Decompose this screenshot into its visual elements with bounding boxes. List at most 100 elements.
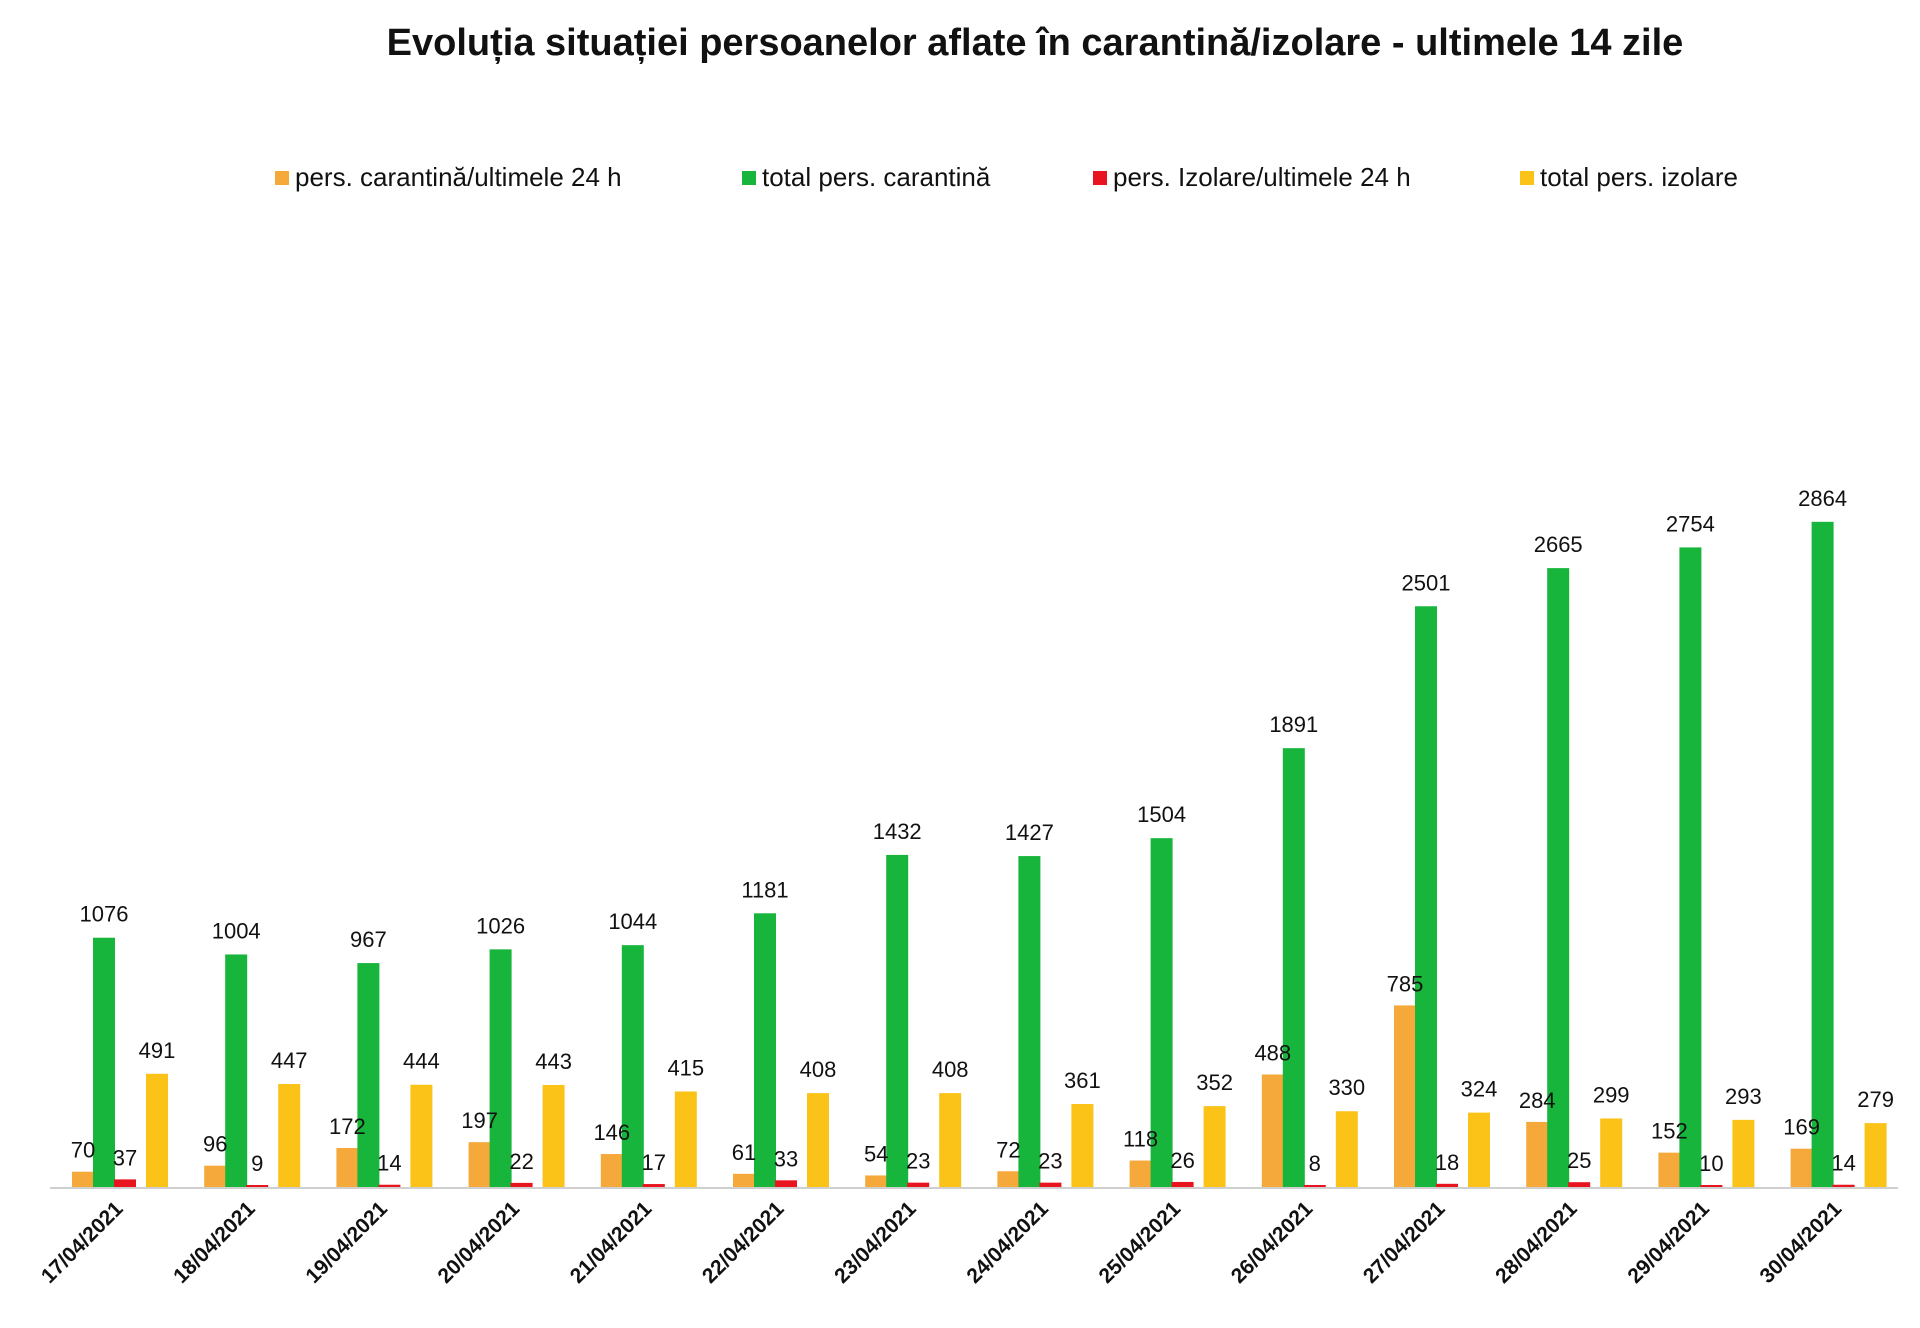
- legend-label: pers. carantină/ultimele 24 h: [295, 162, 622, 192]
- value-label: 9: [251, 1151, 263, 1176]
- value-label: 197: [461, 1108, 498, 1133]
- x-tick-label: 28/04/2021: [1491, 1197, 1582, 1288]
- bar-series-1-24/04/2021: [997, 1171, 1020, 1188]
- value-label: 1181: [741, 877, 788, 902]
- value-label: 61: [732, 1140, 756, 1165]
- value-label: 54: [864, 1141, 888, 1166]
- bar-series-3-20/04/2021: [510, 1182, 533, 1188]
- bar-series-2-30/04/2021: [1811, 521, 1834, 1188]
- value-label: 72: [996, 1137, 1020, 1162]
- x-tick-label: 27/04/2021: [1359, 1197, 1450, 1288]
- chart-title-text: Evoluția situației persoanelor aflate în…: [386, 22, 1684, 64]
- bar-series-3-26/04/2021: [1303, 1185, 1326, 1188]
- bar-series-2-22/04/2021: [754, 913, 776, 1188]
- legend-item-quarantine-total: total pers. carantină: [742, 162, 990, 193]
- value-label: 785: [1387, 971, 1424, 996]
- bar-series-4-19/04/2021: [410, 1084, 433, 1188]
- value-label: 293: [1725, 1084, 1762, 1109]
- value-label: 279: [1857, 1087, 1894, 1112]
- value-label: 491: [139, 1038, 176, 1063]
- bar-series-3-21/04/2021: [642, 1184, 665, 1188]
- bar-series-4-18/04/2021: [278, 1084, 301, 1188]
- value-label: 1504: [1137, 802, 1186, 827]
- legend-label: pers. Izolare/ultimele 24 h: [1113, 162, 1411, 192]
- x-tick-label: 21/04/2021: [566, 1197, 657, 1288]
- bar-series-1-26/04/2021: [1261, 1074, 1284, 1188]
- value-label: 967: [350, 927, 387, 952]
- x-tick-label: 23/04/2021: [830, 1197, 921, 1288]
- bars-layer: [72, 521, 1887, 1188]
- value-label: 14: [1831, 1151, 1855, 1176]
- bar-series-1-21/04/2021: [600, 1154, 623, 1188]
- value-label: 2754: [1666, 511, 1715, 536]
- bar-series-1-20/04/2021: [468, 1142, 491, 1188]
- value-label: 33: [774, 1146, 798, 1171]
- value-label: 1432: [873, 819, 922, 844]
- value-label: 1891: [1269, 712, 1318, 737]
- value-label: 18: [1435, 1150, 1459, 1175]
- x-tick-label: 20/04/2021: [434, 1197, 525, 1288]
- bar-series-4-25/04/2021: [1203, 1106, 1226, 1188]
- value-label: 2665: [1534, 532, 1583, 557]
- bar-series-3-22/04/2021: [775, 1180, 797, 1188]
- value-label: 324: [1461, 1077, 1498, 1102]
- value-label: 8: [1309, 1151, 1321, 1176]
- bar-series-1-30/04/2021: [1790, 1148, 1813, 1188]
- x-tick-label: 22/04/2021: [698, 1197, 789, 1288]
- bar-series-3-23/04/2021: [907, 1182, 930, 1188]
- legend-swatch: [1520, 170, 1534, 185]
- bar-series-2-23/04/2021: [886, 854, 909, 1188]
- legend-label: total pers. izolare: [1540, 162, 1738, 192]
- x-tick-label: 29/04/2021: [1623, 1197, 1714, 1288]
- bar-series-4-29/04/2021: [1732, 1119, 1755, 1188]
- bar-series-2-24/04/2021: [1018, 856, 1041, 1188]
- bar-series-4-20/04/2021: [542, 1084, 565, 1188]
- value-label: 361: [1064, 1068, 1101, 1093]
- bar-series-3-29/04/2021: [1700, 1185, 1723, 1188]
- bar-series-4-27/04/2021: [1468, 1112, 1490, 1188]
- bar-series-4-24/04/2021: [1071, 1104, 1094, 1188]
- x-tick-label: 17/04/2021: [37, 1197, 128, 1288]
- x-tick-label: 25/04/2021: [1095, 1197, 1186, 1288]
- value-label: 169: [1783, 1115, 1820, 1140]
- value-label: 408: [800, 1057, 837, 1082]
- bar-series-2-25/04/2021: [1150, 838, 1173, 1188]
- bar-series-3-19/04/2021: [378, 1184, 401, 1188]
- bar-series-1-17/04/2021: [72, 1171, 94, 1188]
- bar-series-4-17/04/2021: [146, 1073, 168, 1188]
- legend: pers. carantină/ultimele 24 h total pers…: [0, 162, 1920, 202]
- value-label: 284: [1519, 1088, 1556, 1113]
- legend-label: total pers. carantină: [762, 162, 991, 192]
- value-label: 1004: [212, 918, 261, 943]
- bar-series-2-17/04/2021: [93, 937, 115, 1188]
- bar-series-4-22/04/2021: [807, 1093, 829, 1188]
- bar-series-1-29/04/2021: [1658, 1152, 1681, 1188]
- value-label: 22: [509, 1149, 533, 1174]
- legend-item-isolation-total: total pers. izolare: [1520, 162, 1738, 193]
- value-label: 2501: [1402, 570, 1451, 595]
- bar-series-4-28/04/2021: [1600, 1118, 1623, 1188]
- bar-series-3-25/04/2021: [1171, 1181, 1194, 1188]
- bar-series-4-21/04/2021: [674, 1091, 697, 1188]
- x-tick-label: 30/04/2021: [1756, 1197, 1847, 1288]
- bar-series-3-18/04/2021: [246, 1185, 269, 1188]
- bar-series-4-23/04/2021: [939, 1093, 962, 1188]
- value-label: 352: [1196, 1070, 1233, 1095]
- bar-series-2-20/04/2021: [489, 949, 512, 1188]
- bar-series-3-30/04/2021: [1832, 1184, 1855, 1188]
- legend-item-isolation-24h: pers. Izolare/ultimele 24 h: [1093, 162, 1411, 193]
- value-label: 488: [1254, 1040, 1291, 1065]
- x-tick-label: 18/04/2021: [169, 1197, 260, 1288]
- value-label: 444: [403, 1049, 440, 1074]
- value-labels-layer: 7010763749196100494471729671444419710262…: [71, 486, 1894, 1176]
- bar-series-2-18/04/2021: [225, 954, 248, 1188]
- value-label: 10: [1699, 1151, 1723, 1176]
- value-label: 14: [377, 1151, 401, 1176]
- value-label: 25: [1567, 1148, 1591, 1173]
- bar-series-3-17/04/2021: [114, 1179, 136, 1188]
- value-label: 17: [642, 1150, 666, 1175]
- bar-series-1-27/04/2021: [1394, 1005, 1416, 1188]
- bar-series-1-19/04/2021: [336, 1147, 359, 1188]
- value-label: 447: [271, 1048, 308, 1073]
